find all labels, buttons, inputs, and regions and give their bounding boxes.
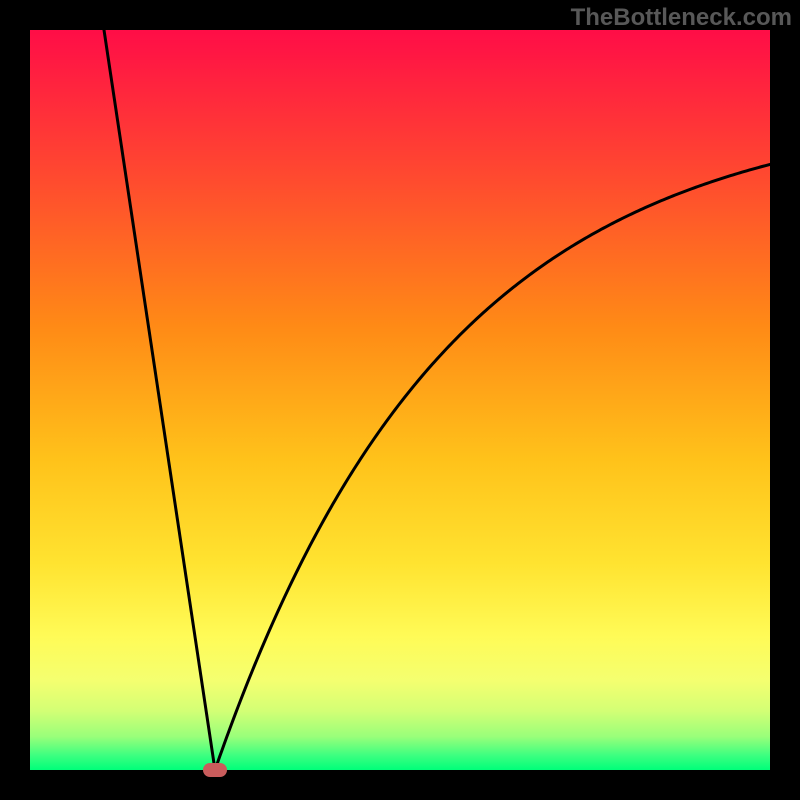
bottleneck-curve [30, 30, 770, 770]
curve-line [104, 30, 770, 770]
attribution-text: TheBottleneck.com [571, 4, 792, 32]
minimum-marker [203, 763, 227, 777]
